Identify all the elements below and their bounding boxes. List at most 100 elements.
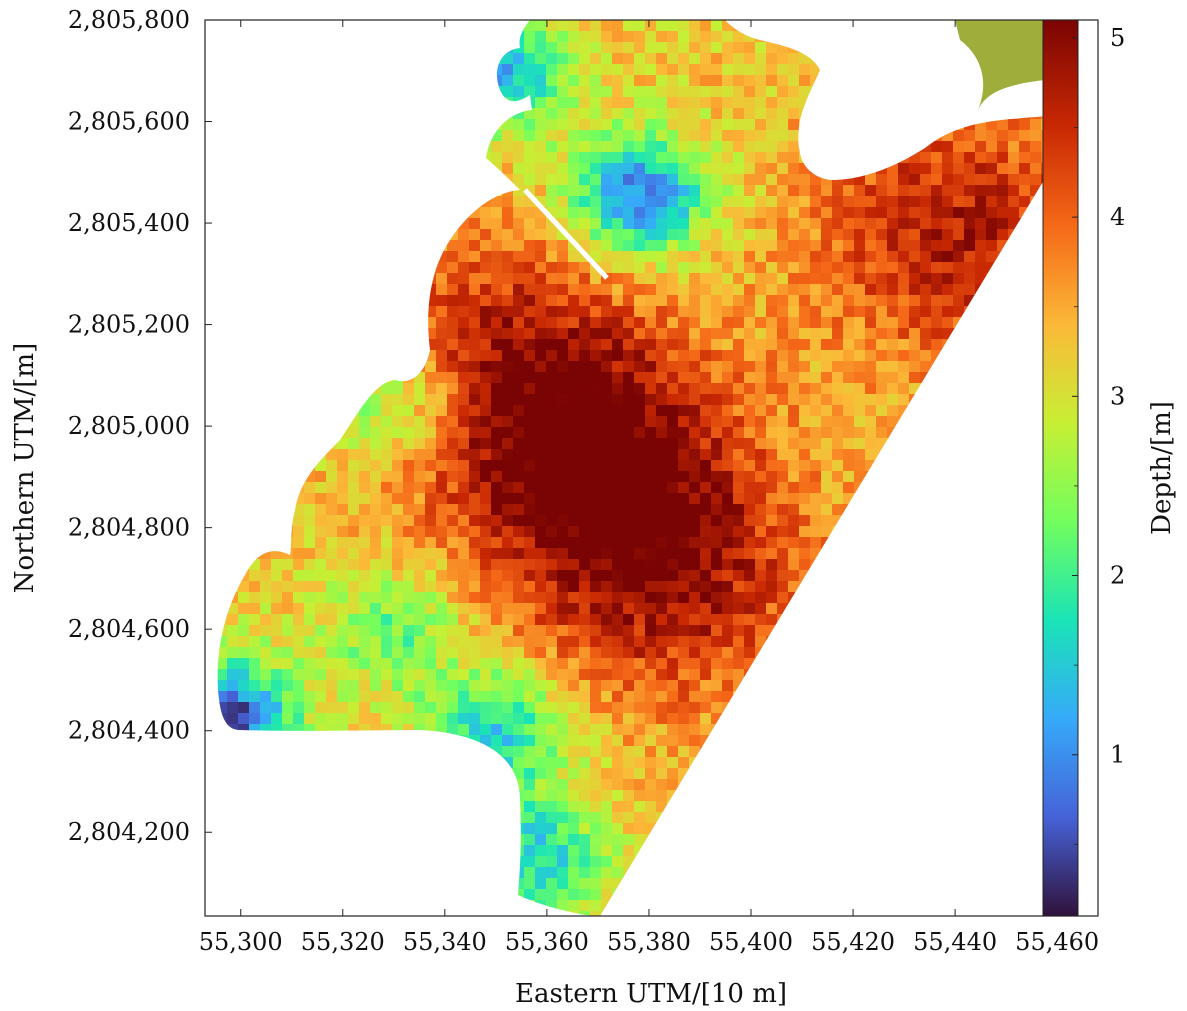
heatmap-cell bbox=[326, 614, 338, 626]
heatmap-cell bbox=[546, 372, 558, 384]
heatmap-cell bbox=[865, 680, 877, 692]
heatmap-cell bbox=[733, 196, 745, 208]
heatmap-cell bbox=[579, 361, 591, 373]
heatmap-cell bbox=[293, 108, 305, 120]
heatmap-cell bbox=[777, 119, 789, 131]
heatmap-cell bbox=[942, 317, 954, 329]
heatmap-cell bbox=[744, 416, 756, 428]
heatmap-cell bbox=[403, 185, 415, 197]
heatmap-cell bbox=[711, 251, 723, 263]
heatmap-cell bbox=[810, 306, 822, 318]
heatmap-cell bbox=[271, 163, 283, 175]
heatmap-cell bbox=[238, 306, 250, 318]
heatmap-cell bbox=[931, 592, 943, 604]
heatmap-cell bbox=[865, 339, 877, 351]
heatmap-cell bbox=[656, 317, 668, 329]
heatmap-cell bbox=[656, 559, 668, 571]
heatmap-cell bbox=[821, 482, 833, 494]
heatmap-cell bbox=[865, 548, 877, 560]
heatmap-cell bbox=[502, 515, 514, 527]
heatmap-cell bbox=[1008, 713, 1020, 725]
heatmap-cell bbox=[326, 482, 338, 494]
heatmap-cell bbox=[689, 691, 701, 703]
heatmap-cell bbox=[920, 526, 932, 538]
heatmap-cell bbox=[359, 328, 371, 340]
heatmap-cell bbox=[1030, 86, 1042, 98]
heatmap-cell bbox=[282, 658, 294, 670]
heatmap-cell bbox=[436, 119, 448, 131]
heatmap-cell bbox=[942, 449, 954, 461]
heatmap-cell bbox=[656, 603, 668, 615]
heatmap-cell bbox=[667, 394, 679, 406]
heatmap-cell bbox=[667, 295, 679, 307]
heatmap-cell bbox=[337, 636, 349, 648]
heatmap-cell bbox=[810, 196, 822, 208]
heatmap-cell bbox=[733, 53, 745, 65]
heatmap-cell bbox=[293, 658, 305, 670]
heatmap-cell bbox=[403, 515, 415, 527]
heatmap-cell bbox=[601, 713, 613, 725]
heatmap-cell bbox=[975, 526, 987, 538]
heatmap-cell bbox=[799, 471, 811, 483]
heatmap-cell bbox=[469, 669, 481, 681]
heatmap-cell bbox=[931, 295, 943, 307]
heatmap-cell bbox=[722, 229, 734, 241]
heatmap-cell bbox=[799, 273, 811, 285]
heatmap-cell bbox=[975, 669, 987, 681]
heatmap-cell bbox=[634, 372, 646, 384]
heatmap-cell bbox=[865, 691, 877, 703]
heatmap-cell bbox=[876, 196, 888, 208]
heatmap-cell bbox=[403, 559, 415, 571]
heatmap-cell bbox=[733, 163, 745, 175]
heatmap-cell bbox=[722, 284, 734, 296]
heatmap-cell bbox=[205, 163, 217, 175]
heatmap-cell bbox=[623, 669, 635, 681]
heatmap-cell bbox=[359, 482, 371, 494]
heatmap-cell bbox=[260, 493, 272, 505]
heatmap-cell bbox=[304, 515, 316, 527]
heatmap-cell bbox=[337, 207, 349, 219]
heatmap-cell bbox=[964, 350, 976, 362]
heatmap-cell bbox=[381, 405, 393, 417]
heatmap-cell bbox=[909, 20, 921, 32]
heatmap-cell bbox=[524, 174, 536, 186]
heatmap-cell bbox=[898, 240, 910, 252]
heatmap-cell bbox=[887, 405, 899, 417]
heatmap-cell bbox=[700, 163, 712, 175]
heatmap-cell bbox=[777, 328, 789, 340]
heatmap-cell bbox=[227, 240, 239, 252]
heatmap-cell bbox=[601, 603, 613, 615]
heatmap-cell bbox=[348, 273, 360, 285]
heatmap-cell bbox=[832, 31, 844, 43]
heatmap-cell bbox=[909, 317, 921, 329]
heatmap-cell bbox=[920, 372, 932, 384]
heatmap-cell bbox=[876, 592, 888, 604]
heatmap-cell bbox=[458, 724, 470, 736]
heatmap-cell bbox=[568, 86, 580, 98]
heatmap-cell bbox=[920, 328, 932, 340]
heatmap-cell bbox=[414, 361, 426, 373]
heatmap-cell bbox=[271, 218, 283, 230]
heatmap-cell bbox=[920, 559, 932, 571]
heatmap-cell bbox=[271, 471, 283, 483]
heatmap-cell bbox=[1019, 603, 1031, 615]
heatmap-cell bbox=[821, 493, 833, 505]
heatmap-cell bbox=[271, 174, 283, 186]
heatmap-cell bbox=[689, 493, 701, 505]
heatmap-cell bbox=[964, 713, 976, 725]
heatmap-cell bbox=[326, 702, 338, 714]
heatmap-cell bbox=[722, 603, 734, 615]
heatmap-cell bbox=[821, 284, 833, 296]
heatmap-cell bbox=[865, 86, 877, 98]
heatmap-cell bbox=[425, 647, 437, 659]
heatmap-cell bbox=[568, 669, 580, 681]
heatmap-cell bbox=[469, 317, 481, 329]
heatmap-cell bbox=[293, 680, 305, 692]
heatmap-cell bbox=[942, 691, 954, 703]
heatmap-cell bbox=[568, 438, 580, 450]
heatmap-cell bbox=[876, 229, 888, 241]
heatmap-cell bbox=[678, 548, 690, 560]
heatmap-cell bbox=[227, 284, 239, 296]
heatmap-cell bbox=[282, 317, 294, 329]
heatmap-cell bbox=[458, 658, 470, 670]
